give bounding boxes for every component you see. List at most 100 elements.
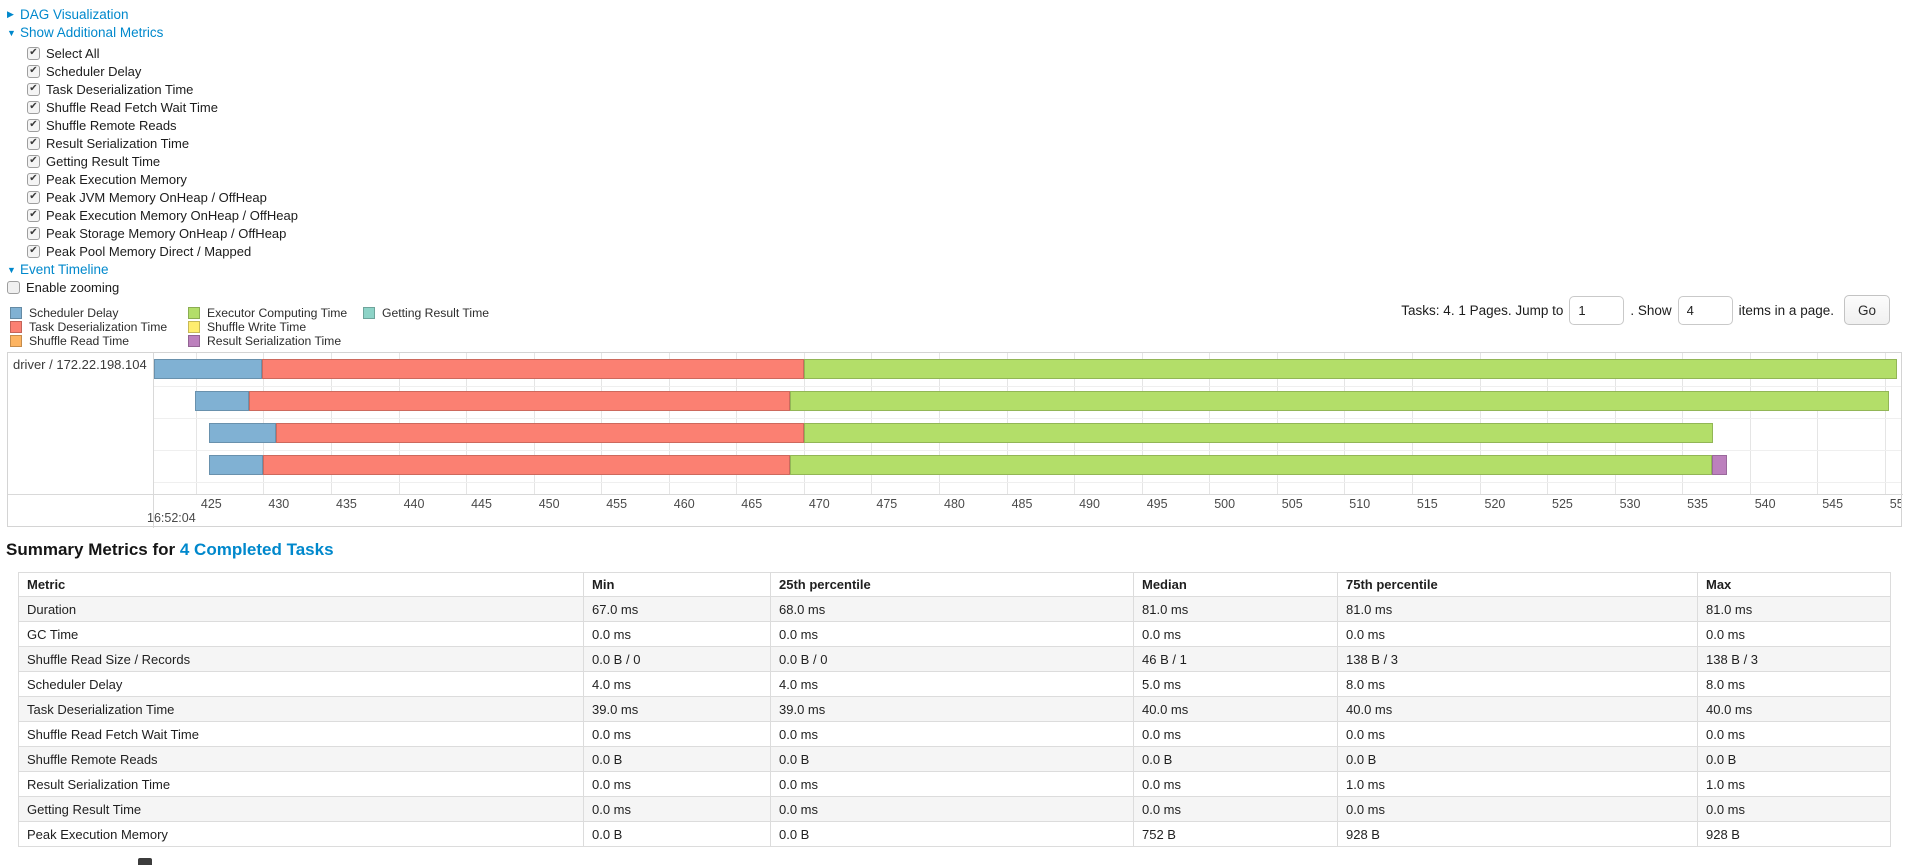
- task-segment-executor-computing: [803, 359, 1897, 379]
- metric-value-cell: 0.0 ms: [1337, 721, 1698, 747]
- checkbox-peak-storage-memory-onheap-offheap[interactable]: ✔: [27, 226, 40, 240]
- checkbox-result-serialization-time[interactable]: ✔: [27, 136, 40, 150]
- table-row-peak-execution-memory: Peak Execution Memory 0.0 B 0.0 B 752 B 928 …: [18, 821, 1891, 847]
- checkbox-shuffle-read-fetch-wait-time[interactable]: ✔: [27, 100, 40, 114]
- metric-value-cell: 39.0 ms: [770, 696, 1134, 722]
- table-row-shuffle-read-size-records: Shuffle Read Size / Records 0.0 B / 0 0.0 …: [18, 646, 1891, 672]
- metric-value-cell: 0.0 ms: [1697, 796, 1891, 822]
- checkbox-shuffle-remote-reads[interactable]: ✔: [27, 118, 40, 132]
- metric-name-cell: GC Time: [18, 621, 584, 647]
- timeline-legend: Scheduler Delay Task Deserialization Time…: [10, 306, 570, 348]
- timeline-task-bar[interactable]: [209, 423, 1714, 443]
- column-header-median: Median: [1133, 572, 1338, 597]
- metric-value-cell: 40.0 ms: [1337, 696, 1698, 722]
- task-segment-executor-computing: [790, 455, 1712, 475]
- axis-tick-label: 505: [1281, 497, 1303, 511]
- axis-tick-label: 460: [673, 497, 695, 511]
- expanded-arrow-icon: ▼: [7, 27, 16, 38]
- legend-swatch-icon: [10, 321, 22, 333]
- show-additional-metrics-label: Show Additional Metrics: [20, 25, 164, 40]
- metric-value-cell: 0.0 B: [1337, 746, 1698, 772]
- show-additional-metrics-toggle[interactable]: ▼ Show Additional Metrics: [7, 24, 163, 41]
- column-header-metric: Metric: [18, 572, 584, 597]
- completed-tasks-link[interactable]: 4 Completed Tasks: [179, 540, 334, 559]
- checkbox-select-all[interactable]: ✔: [27, 46, 40, 60]
- metric-value-cell: 928 B: [1337, 821, 1698, 847]
- collapsed-arrow-icon: ▶: [7, 9, 14, 19]
- checkbox-peak-execution-memory-onheap-offheap[interactable]: ✔: [27, 208, 40, 222]
- metric-checkbox-row: ✔ Peak Execution Memory: [27, 170, 298, 188]
- checkbox-label: Peak Execution Memory: [46, 171, 187, 187]
- metric-name-cell: Peak Execution Memory: [18, 821, 584, 847]
- timeline-task-bar[interactable]: [209, 455, 1727, 475]
- task-segment-task-deserialization: [248, 391, 791, 411]
- axis-tick-label: 520: [1484, 497, 1506, 511]
- metric-value-cell: 138 B / 3: [1697, 646, 1891, 672]
- event-timeline-toggle[interactable]: ▼ Event Timeline: [7, 261, 109, 278]
- timeline-task-bar[interactable]: [154, 359, 1897, 379]
- metric-value-cell: 39.0 ms: [583, 696, 771, 722]
- metric-value-cell: 0.0 ms: [1697, 721, 1891, 747]
- axis-tick-label: 440: [403, 497, 425, 511]
- task-segment-task-deserialization: [262, 359, 804, 379]
- checkbox-peak-execution-memory[interactable]: ✔: [27, 172, 40, 186]
- checkbox-label: Shuffle Remote Reads: [46, 117, 177, 133]
- metric-value-cell: 0.0 B: [770, 821, 1134, 847]
- legend-swatch-icon: [10, 335, 22, 347]
- task-segment-scheduler-delay: [194, 391, 249, 411]
- dag-visualization-label: DAG Visualization: [20, 7, 129, 22]
- legend-swatch-icon: [188, 307, 200, 319]
- metric-value-cell: 0.0 B: [1133, 746, 1338, 772]
- pagination-suffix-text: items in a page.: [1738, 302, 1834, 318]
- dag-visualization-toggle[interactable]: ▶ DAG Visualization: [7, 6, 129, 23]
- jump-to-page-input[interactable]: [1569, 295, 1625, 325]
- legend-item-task-deserialization-time: Task Deserialization Time: [10, 320, 167, 334]
- enable-zooming-checkbox[interactable]: [7, 280, 20, 294]
- metric-checkbox-row: ✔ Scheduler Delay: [27, 62, 298, 80]
- legend-item-result-serialization-time: Result Serialization Time: [188, 334, 347, 348]
- legend-label: Task Deserialization Time: [29, 320, 168, 334]
- summary-metrics-title: Summary Metrics for 4 Completed Tasks: [6, 540, 334, 560]
- metric-value-cell: 81.0 ms: [1133, 596, 1338, 622]
- checkbox-label: Task Deserialization Time: [46, 81, 194, 97]
- go-button[interactable]: Go: [1843, 295, 1890, 325]
- task-segment-task-deserialization: [275, 423, 804, 443]
- checkbox-getting-result-time[interactable]: ✔: [27, 154, 40, 168]
- checkbox-scheduler-delay[interactable]: ✔: [27, 64, 40, 78]
- metric-name-cell: Getting Result Time: [18, 796, 584, 822]
- metric-value-cell: 0.0 ms: [583, 796, 771, 822]
- axis-gridline: [1817, 353, 1819, 494]
- pagination-prefix-text: Tasks: 4. 1 Pages. Jump to: [1401, 302, 1564, 318]
- table-row-scheduler-delay: Scheduler Delay 4.0 ms 4.0 ms 5.0 ms 8.0 ms 8…: [18, 671, 1891, 697]
- legend-label: Executor Computing Time: [207, 306, 348, 320]
- metric-value-cell: 0.0 ms: [583, 771, 771, 797]
- row-separator: [154, 386, 1901, 387]
- checkbox-label: Scheduler Delay: [46, 63, 142, 79]
- timeline-task-bar[interactable]: [194, 391, 1889, 411]
- metric-value-cell: 1.0 ms: [1337, 771, 1698, 797]
- checkbox-label: Peak Execution Memory OnHeap / OffHeap: [46, 207, 298, 223]
- axis-tick-label: 430: [268, 497, 290, 511]
- metric-value-cell: 0.0 ms: [770, 771, 1134, 797]
- legend-label: Getting Result Time: [382, 306, 490, 320]
- metric-value-cell: 67.0 ms: [583, 596, 771, 622]
- metric-value-cell: 0.0 ms: [1133, 771, 1338, 797]
- table-row-task-deserialization-time: Task Deserialization Time 39.0 ms 39.0 ms 4…: [18, 696, 1891, 722]
- column-header-max: Max: [1697, 572, 1891, 597]
- legend-swatch-icon: [10, 307, 22, 319]
- checkbox-task-deserialization-time[interactable]: ✔: [27, 82, 40, 96]
- metric-value-cell: 0.0 B / 0: [583, 646, 771, 672]
- metric-name-cell: Shuffle Remote Reads: [18, 746, 584, 772]
- legend-item-shuffle-read-time: Shuffle Read Time: [10, 334, 167, 348]
- metric-checkbox-row: ✔ Task Deserialization Time: [27, 80, 298, 98]
- task-segment-task-deserialization: [263, 455, 791, 475]
- checkbox-label: Select All: [46, 45, 100, 61]
- legend-item-getting-result-time: Getting Result Time: [363, 306, 489, 320]
- axis-tick-label: 475: [876, 497, 898, 511]
- checkbox-peak-pool-memory-direct-mapped[interactable]: ✔: [27, 244, 40, 258]
- table-row-shuffle-remote-reads: Shuffle Remote Reads 0.0 B 0.0 B 0.0 B 0.0 B…: [18, 746, 1891, 772]
- items-per-page-input[interactable]: [1677, 295, 1733, 325]
- axis-tick-label: 530: [1619, 497, 1641, 511]
- checkbox-peak-jvm-memory-onheap-offheap[interactable]: ✔: [27, 190, 40, 204]
